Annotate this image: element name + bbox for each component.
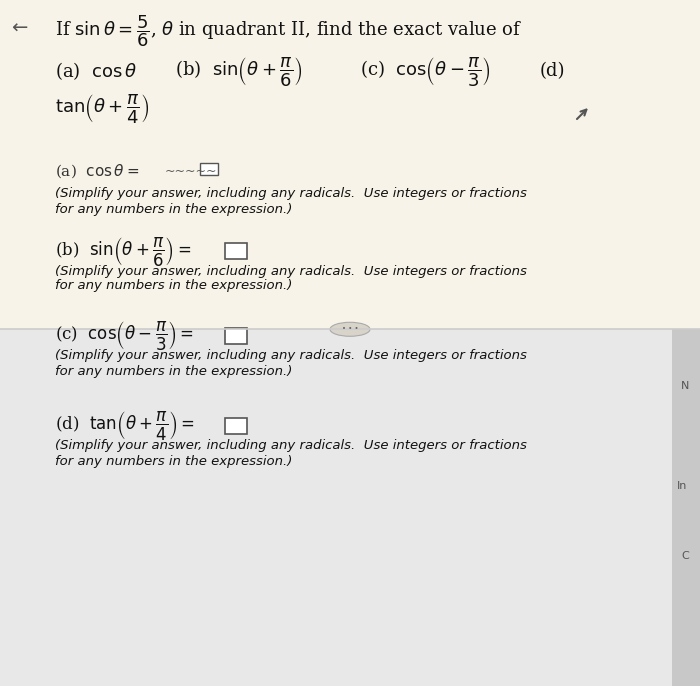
Text: (Simplify your answer, including any radicals.  Use integers or fractions: (Simplify your answer, including any rad… xyxy=(55,440,527,453)
Text: (c)  $\cos\!\left(\theta - \dfrac{\pi}{3}\right)$: (c) $\cos\!\left(\theta - \dfrac{\pi}{3}… xyxy=(360,54,491,88)
Text: (Simplify your answer, including any radicals.  Use integers or fractions: (Simplify your answer, including any rad… xyxy=(55,187,527,200)
Text: (b)  $\sin\!\left(\theta + \dfrac{\pi}{6}\right)$: (b) $\sin\!\left(\theta + \dfrac{\pi}{6}… xyxy=(175,54,302,88)
Text: (Simplify your answer, including any radicals.  Use integers or fractions: (Simplify your answer, including any rad… xyxy=(55,349,527,362)
Bar xyxy=(225,418,247,434)
Text: (d)  $\tan\!\left(\theta + \dfrac{\pi}{4}\right) = $: (d) $\tan\!\left(\theta + \dfrac{\pi}{4}… xyxy=(55,410,195,442)
Text: for any numbers in the expression.): for any numbers in the expression.) xyxy=(55,364,293,377)
Text: (b)  $\sin\!\left(\theta + \dfrac{\pi}{6}\right) = $: (b) $\sin\!\left(\theta + \dfrac{\pi}{6}… xyxy=(55,235,191,268)
Bar xyxy=(225,243,247,259)
Text: for any numbers in the expression.): for any numbers in the expression.) xyxy=(55,202,293,215)
Text: $\leftarrow$: $\leftarrow$ xyxy=(8,16,29,36)
Bar xyxy=(225,328,247,344)
Text: for any numbers in the expression.): for any numbers in the expression.) xyxy=(55,455,293,467)
Bar xyxy=(0,0,700,329)
Text: (c)  $\cos\!\left(\theta - \dfrac{\pi}{3}\right) = $: (c) $\cos\!\left(\theta - \dfrac{\pi}{3}… xyxy=(55,320,194,353)
Text: for any numbers in the expression.): for any numbers in the expression.) xyxy=(55,279,293,292)
Text: In: In xyxy=(677,481,687,491)
Text: (d): (d) xyxy=(540,62,566,80)
Text: $\tan\!\left(\theta + \dfrac{\pi}{4}\right)$: $\tan\!\left(\theta + \dfrac{\pi}{4}\rig… xyxy=(55,91,149,124)
Text: C: C xyxy=(681,551,689,561)
Text: N: N xyxy=(681,381,690,391)
Text: (Simplify your answer, including any radicals.  Use integers or fractions: (Simplify your answer, including any rad… xyxy=(55,265,527,278)
Bar xyxy=(672,329,700,686)
Text: ~~~~~: ~~~~~ xyxy=(165,165,218,178)
Bar xyxy=(200,163,218,175)
Text: (a)  $\cos\theta$: (a) $\cos\theta$ xyxy=(55,60,137,82)
Text: • • •: • • • xyxy=(342,327,358,332)
Text: If $\sin\theta = \dfrac{5}{6}$, $\theta$ in quadrant II, find the exact value of: If $\sin\theta = \dfrac{5}{6}$, $\theta$… xyxy=(55,13,522,49)
Bar xyxy=(0,329,700,686)
Text: (a)  $\cos\theta = $: (a) $\cos\theta = $ xyxy=(55,162,139,180)
Ellipse shape xyxy=(330,322,370,336)
